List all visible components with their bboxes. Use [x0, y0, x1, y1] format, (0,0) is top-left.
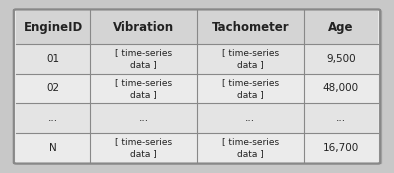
Text: [ time-series
data ]: [ time-series data ] — [115, 48, 172, 70]
Bar — [16, 103, 90, 133]
Text: N: N — [49, 143, 57, 153]
Text: EngineID: EngineID — [23, 21, 83, 34]
Bar — [16, 10, 90, 44]
Text: [ time-series
data ]: [ time-series data ] — [222, 78, 279, 99]
FancyBboxPatch shape — [14, 10, 380, 163]
Text: [ time-series
data ]: [ time-series data ] — [115, 78, 172, 99]
Text: [ time-series
data ]: [ time-series data ] — [222, 48, 279, 70]
Bar — [90, 103, 197, 133]
Bar — [197, 103, 304, 133]
Bar — [304, 44, 378, 74]
Bar — [304, 10, 378, 44]
Bar — [197, 44, 304, 74]
Text: 48,000: 48,000 — [323, 83, 359, 93]
Text: Age: Age — [328, 21, 354, 34]
Bar — [90, 74, 197, 103]
Text: Vibration: Vibration — [113, 21, 174, 34]
Bar — [90, 10, 197, 44]
Text: 16,700: 16,700 — [323, 143, 359, 153]
Text: Tachometer: Tachometer — [212, 21, 289, 34]
Text: ...: ... — [139, 113, 149, 123]
Bar — [16, 44, 90, 74]
Bar — [90, 133, 197, 163]
Bar — [304, 74, 378, 103]
Bar — [90, 44, 197, 74]
Bar — [304, 103, 378, 133]
Text: ...: ... — [245, 113, 255, 123]
Text: 01: 01 — [46, 54, 59, 64]
Text: ...: ... — [336, 113, 346, 123]
Bar — [197, 10, 304, 44]
Text: ...: ... — [48, 113, 58, 123]
Bar — [197, 74, 304, 103]
Text: 9,500: 9,500 — [326, 54, 356, 64]
Text: [ time-series
data ]: [ time-series data ] — [115, 137, 172, 158]
FancyBboxPatch shape — [16, 10, 382, 164]
Bar — [197, 133, 304, 163]
Text: [ time-series
data ]: [ time-series data ] — [222, 137, 279, 158]
Bar — [16, 74, 90, 103]
Bar — [304, 133, 378, 163]
Text: 02: 02 — [46, 83, 59, 93]
Bar — [16, 133, 90, 163]
